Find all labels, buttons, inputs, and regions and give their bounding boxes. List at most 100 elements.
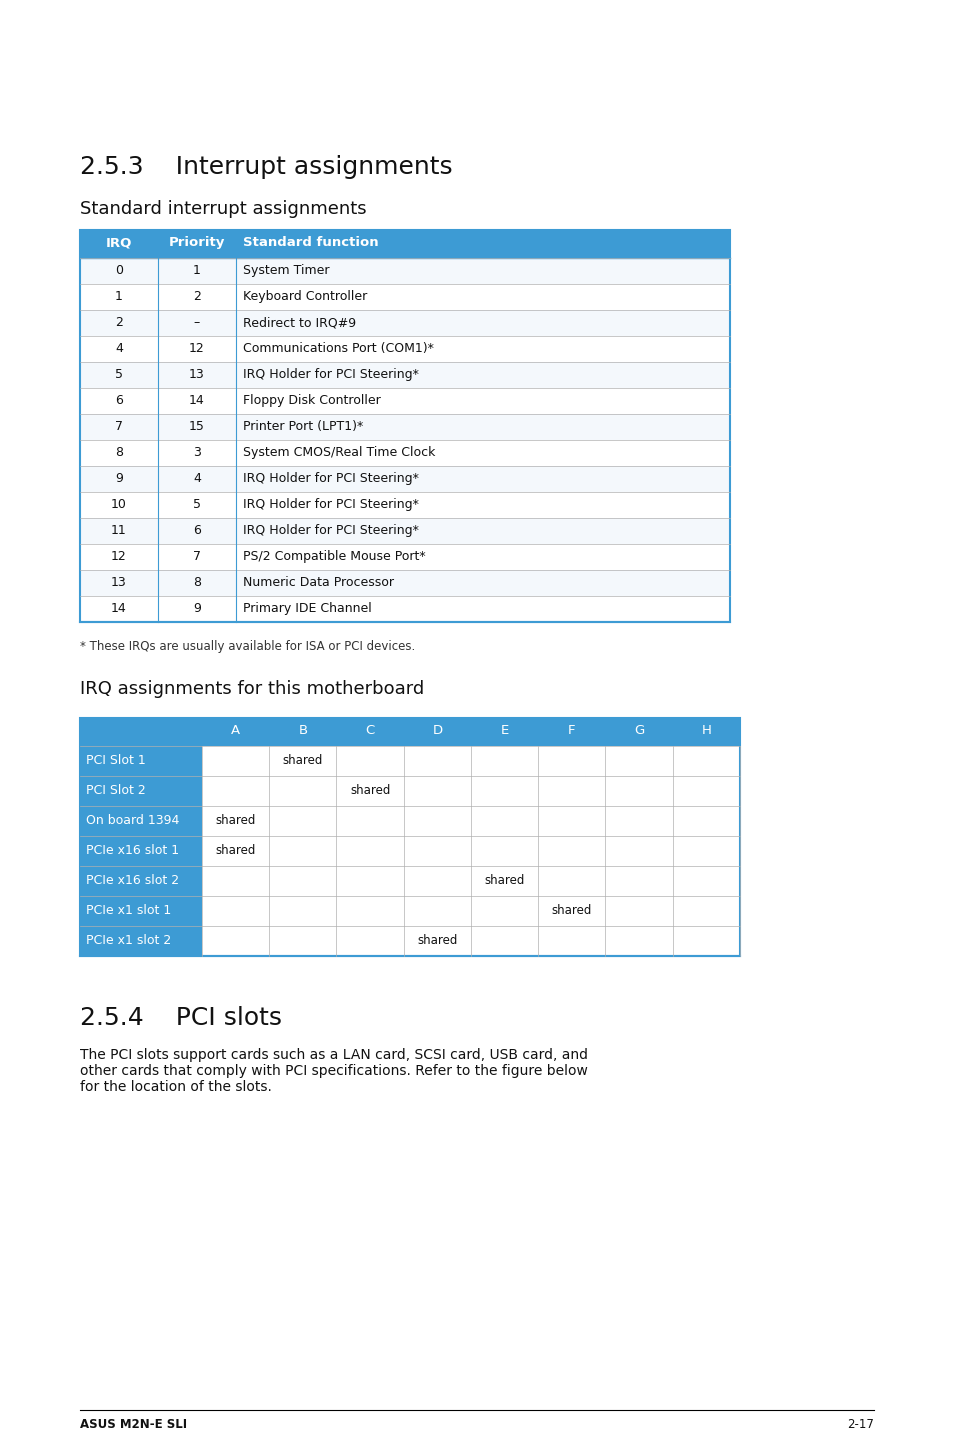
Text: 6: 6 <box>115 394 123 407</box>
Text: 2: 2 <box>193 290 201 303</box>
Text: Primary IDE Channel: Primary IDE Channel <box>243 603 372 615</box>
Bar <box>202 746 740 777</box>
Text: shared: shared <box>282 754 323 766</box>
Bar <box>80 569 729 595</box>
Text: PCIe x16 slot 1: PCIe x16 slot 1 <box>86 844 179 857</box>
Bar <box>80 718 740 956</box>
Bar <box>80 414 729 440</box>
Bar <box>202 926 740 956</box>
Text: 2-17: 2-17 <box>846 1418 873 1431</box>
Text: Standard interrupt assignments: Standard interrupt assignments <box>80 200 366 219</box>
Text: 9: 9 <box>193 603 201 615</box>
Text: 15: 15 <box>189 420 205 433</box>
Text: 8: 8 <box>193 577 201 590</box>
Bar <box>80 492 729 518</box>
Bar <box>80 777 202 807</box>
Text: 0: 0 <box>115 265 123 278</box>
Text: shared: shared <box>416 935 457 948</box>
Text: PCI Slot 1: PCI Slot 1 <box>86 754 146 766</box>
Bar <box>80 257 729 283</box>
Text: PS/2 Compatible Mouse Port*: PS/2 Compatible Mouse Port* <box>243 549 425 564</box>
Text: shared: shared <box>215 844 255 857</box>
Text: shared: shared <box>551 905 592 917</box>
Text: Numeric Data Processor: Numeric Data Processor <box>243 577 394 590</box>
Text: 7: 7 <box>115 420 123 433</box>
Bar <box>80 718 740 746</box>
Bar <box>80 866 202 896</box>
Text: F: F <box>568 723 575 738</box>
Text: 12: 12 <box>189 342 205 355</box>
Bar <box>202 807 740 835</box>
Bar <box>80 388 729 414</box>
Bar <box>80 835 202 866</box>
Bar <box>202 896 740 926</box>
Text: Communications Port (COM1)*: Communications Port (COM1)* <box>243 342 434 355</box>
Bar <box>80 896 202 926</box>
Text: 2: 2 <box>115 316 123 329</box>
Text: 5: 5 <box>115 368 123 381</box>
Text: IRQ assignments for this motherboard: IRQ assignments for this motherboard <box>80 680 424 697</box>
Bar <box>80 746 202 777</box>
Text: Floppy Disk Controller: Floppy Disk Controller <box>243 394 380 407</box>
Text: H: H <box>700 723 711 738</box>
Text: 12: 12 <box>111 549 127 564</box>
Bar <box>80 230 729 623</box>
Bar <box>202 777 740 807</box>
Text: System CMOS/Real Time Clock: System CMOS/Real Time Clock <box>243 446 435 459</box>
Text: shared: shared <box>484 874 524 887</box>
Text: 14: 14 <box>189 394 205 407</box>
Text: –: – <box>193 316 200 329</box>
Text: IRQ Holder for PCI Steering*: IRQ Holder for PCI Steering* <box>243 472 418 485</box>
Text: On board 1394: On board 1394 <box>86 814 179 827</box>
Text: 13: 13 <box>189 368 205 381</box>
Text: shared: shared <box>215 814 255 827</box>
Bar <box>80 362 729 388</box>
Text: A: A <box>231 723 240 738</box>
Text: 7: 7 <box>193 549 201 564</box>
Text: shared: shared <box>350 784 390 797</box>
Text: 1: 1 <box>115 290 123 303</box>
Text: 10: 10 <box>111 498 127 510</box>
Bar <box>80 311 729 336</box>
Text: Standard function: Standard function <box>243 236 378 249</box>
Text: B: B <box>298 723 307 738</box>
Text: PCI Slot 2: PCI Slot 2 <box>86 784 146 797</box>
Text: 13: 13 <box>111 577 127 590</box>
Text: 3: 3 <box>193 446 201 459</box>
Text: 9: 9 <box>115 472 123 485</box>
Text: IRQ Holder for PCI Steering*: IRQ Holder for PCI Steering* <box>243 523 418 536</box>
Text: 6: 6 <box>193 523 201 536</box>
Text: E: E <box>500 723 508 738</box>
Bar <box>80 544 729 569</box>
Bar <box>80 518 729 544</box>
Bar <box>80 926 202 956</box>
Text: Printer Port (LPT1)*: Printer Port (LPT1)* <box>243 420 363 433</box>
Text: The PCI slots support cards such as a LAN card, SCSI card, USB card, and
other c: The PCI slots support cards such as a LA… <box>80 1048 587 1094</box>
Text: IRQ: IRQ <box>106 236 132 249</box>
Text: 4: 4 <box>115 342 123 355</box>
Text: 5: 5 <box>193 498 201 510</box>
Text: System Timer: System Timer <box>243 265 329 278</box>
Bar <box>80 440 729 466</box>
Bar <box>80 466 729 492</box>
Text: 14: 14 <box>111 603 127 615</box>
Text: Redirect to IRQ#9: Redirect to IRQ#9 <box>243 316 355 329</box>
Text: Keyboard Controller: Keyboard Controller <box>243 290 367 303</box>
Text: IRQ Holder for PCI Steering*: IRQ Holder for PCI Steering* <box>243 368 418 381</box>
Text: 1: 1 <box>193 265 201 278</box>
Text: 2.5.4    PCI slots: 2.5.4 PCI slots <box>80 1007 282 1030</box>
Text: PCIe x1 slot 2: PCIe x1 slot 2 <box>86 935 172 948</box>
Text: 8: 8 <box>115 446 123 459</box>
Bar <box>80 595 729 623</box>
Text: * These IRQs are usually available for ISA or PCI devices.: * These IRQs are usually available for I… <box>80 640 415 653</box>
Bar <box>80 283 729 311</box>
Bar <box>202 835 740 866</box>
Text: D: D <box>432 723 442 738</box>
Text: ASUS M2N-E SLI: ASUS M2N-E SLI <box>80 1418 187 1431</box>
Text: PCIe x1 slot 1: PCIe x1 slot 1 <box>86 905 172 917</box>
Text: 2.5.3    Interrupt assignments: 2.5.3 Interrupt assignments <box>80 155 452 178</box>
Bar <box>202 866 740 896</box>
Text: PCIe x16 slot 2: PCIe x16 slot 2 <box>86 874 179 887</box>
Text: 4: 4 <box>193 472 201 485</box>
Text: C: C <box>365 723 375 738</box>
